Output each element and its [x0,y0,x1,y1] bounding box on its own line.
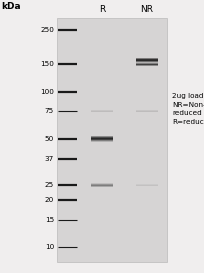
Text: NR: NR [140,5,153,14]
Text: 15: 15 [45,217,54,223]
Bar [57,18,167,262]
Text: kDa: kDa [1,2,21,11]
Text: 2ug loading
NR=Non-
reduced
R=reduced: 2ug loading NR=Non- reduced R=reduced [172,93,204,125]
Text: 25: 25 [45,182,54,188]
Text: 75: 75 [45,108,54,114]
Text: 50: 50 [45,135,54,141]
Text: 20: 20 [45,197,54,203]
Text: 100: 100 [40,89,54,95]
Text: 10: 10 [45,244,54,250]
Text: R: R [99,5,105,14]
Text: 37: 37 [45,156,54,162]
Text: 250: 250 [40,27,54,33]
Text: 150: 150 [40,61,54,67]
